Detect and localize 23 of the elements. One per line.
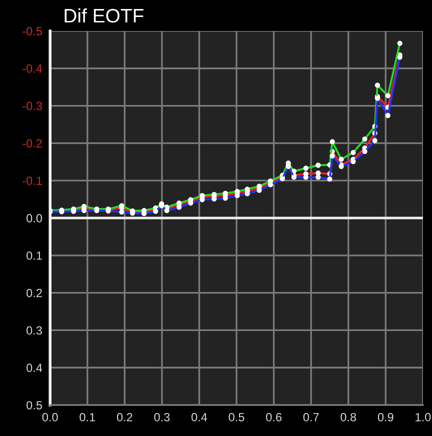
y-tick-label: 0.2 [26,288,42,298]
x-tick-label: 0.5 [228,412,244,422]
y-tick-label: -0.5 [22,26,42,36]
x-tick-label: 0.0 [42,412,58,422]
y-tick-label: -0.3 [22,102,42,110]
chart-title: Dif EOTF [64,8,144,23]
y-tick-label: 0.0 [26,214,42,222]
y-tick-label: -0.1 [22,176,42,185]
y-tick-label: 0.3 [26,326,42,335]
x-tick-label: 0.2 [116,412,132,422]
y-tick-label: -0.2 [22,139,42,148]
x-tick-label: 0.4 [191,412,208,422]
y-tick-label: 0.4 [26,364,42,372]
x-tick-label: 0.8 [340,412,356,422]
x-tick-label: 0.1 [80,412,96,422]
x-tick-label: 0.3 [154,412,170,422]
y-tick-label: 0.1 [26,251,42,260]
x-tick-label: 0.6 [266,412,282,422]
x-tick-label: 0.9 [378,412,394,422]
x-tick-label: 0.7 [303,412,319,422]
x-tick-label: 1.0 [416,412,431,422]
y-tick-label: 0.5 [26,401,42,410]
y-tick-label: -0.4 [22,64,42,73]
